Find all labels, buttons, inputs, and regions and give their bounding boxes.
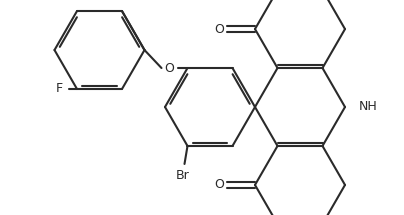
Text: O: O <box>164 61 175 75</box>
Text: F: F <box>55 83 63 95</box>
Text: Br: Br <box>176 169 189 183</box>
Text: O: O <box>214 23 224 35</box>
Text: NH: NH <box>359 100 378 114</box>
Text: O: O <box>214 178 224 191</box>
